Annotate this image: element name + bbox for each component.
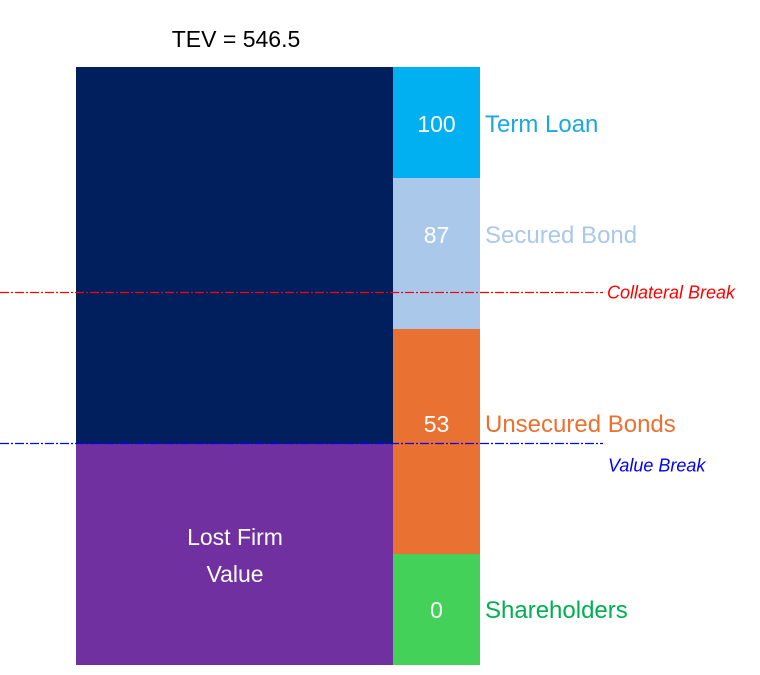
tranche-value-shareholders: 0 xyxy=(430,597,443,623)
tranche-bar-unsecured-bonds xyxy=(393,328,480,555)
lost-firm-value-label-line-1: Lost Firm xyxy=(187,524,283,550)
tranche-label-secured-bond: Secured Bond xyxy=(485,222,637,249)
tranche-value-secured-bond: 87 xyxy=(424,222,450,248)
enterprise-value-block xyxy=(76,67,393,444)
lost-firm-value-label-line-2: Value xyxy=(206,561,263,587)
tranche-value-term-loan: 100 xyxy=(417,111,455,137)
value-break-label: Value Break xyxy=(608,456,706,476)
tranche-value-unsecured-bonds: 53 xyxy=(424,411,450,437)
tranche-bar-shareholders xyxy=(393,554,480,665)
chart-title: TEV = 546.5 xyxy=(172,26,301,52)
collateral-break-label: Collateral Break xyxy=(607,283,736,303)
lost-firm-value-block xyxy=(76,443,393,665)
tranche-bars: 100 Term Loan 87 Secured Bond 53 Unsecured Bo… xyxy=(393,67,676,665)
tranche-bar-term-loan xyxy=(393,67,480,178)
tranche-label-term-loan: Term Loan xyxy=(485,111,598,138)
tranche-label-unsecured-bonds: Unsecured Bonds xyxy=(485,411,676,438)
tranche-bar-secured-bond xyxy=(393,177,480,329)
break-lines: Collateral Break Value Break xyxy=(0,283,736,476)
tranche-label-shareholders: Shareholders xyxy=(485,597,628,624)
